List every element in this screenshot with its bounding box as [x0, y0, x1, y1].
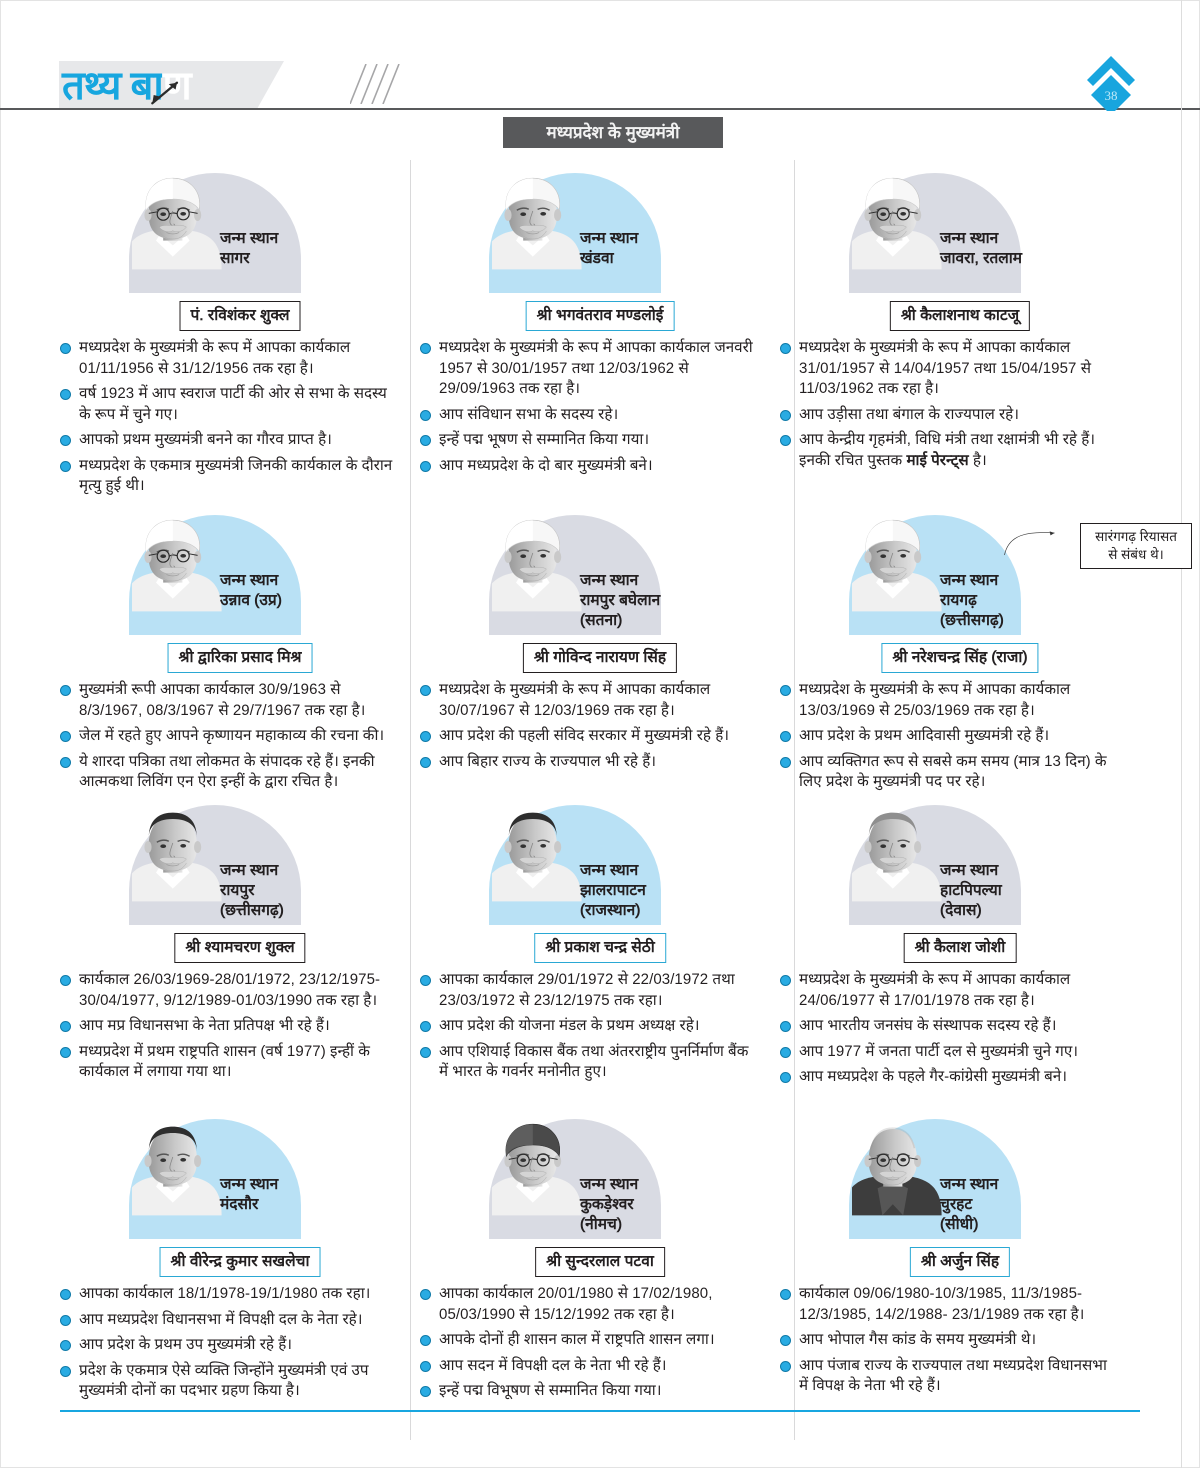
svg-text:38: 38: [1105, 88, 1118, 103]
